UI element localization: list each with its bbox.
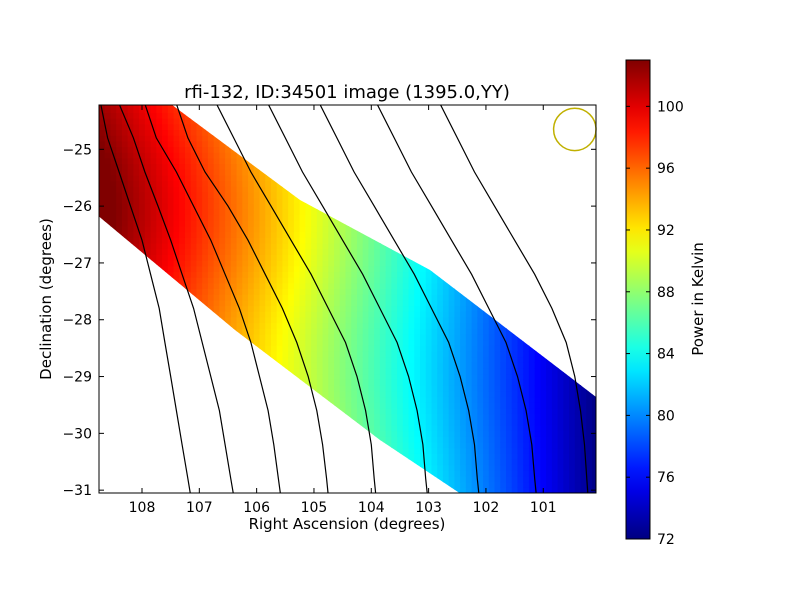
- colorbar-gradient: [625, 59, 651, 540]
- y-tick-label: −31: [62, 483, 92, 499]
- contour-lines: [100, 105, 589, 493]
- x-tick-label: 108: [129, 500, 156, 516]
- colorbar-tick-label: 76: [657, 470, 675, 486]
- x-tick-label: 106: [243, 500, 270, 516]
- colorbar-tick-label: 72: [657, 532, 675, 548]
- x-tick-label: 107: [186, 500, 213, 516]
- contour-line-1: [100, 105, 191, 493]
- colorbar-tick-label: 100: [657, 99, 684, 115]
- y-tick-label: −30: [62, 426, 92, 442]
- contour-line-7: [319, 105, 480, 493]
- colorbar-ticks: 72 76 80 84 88 92 96 100: [626, 99, 684, 548]
- y-tick-label: −25: [62, 142, 92, 158]
- colorbar-tick-label: 96: [657, 161, 675, 177]
- plot-frame: [98, 104, 597, 494]
- y-tick-label: −28: [62, 313, 92, 329]
- contour-line-6: [267, 105, 428, 493]
- colorbar-tick-label: 92: [657, 223, 675, 239]
- contour-line-3: [144, 105, 281, 493]
- contour-line-9: [439, 105, 589, 493]
- y-tick-label: −26: [62, 199, 92, 215]
- x-tick-label: 104: [358, 500, 385, 516]
- colorbar-tick-label: 80: [657, 408, 675, 424]
- x-axis-label: Right Ascension (degrees): [249, 515, 446, 533]
- colorbar-tick-label: 84: [657, 347, 675, 363]
- plot-area: 108 107 106 105 104 103 102 101 −25 −26 −27 −28 −29…: [62, 104, 597, 516]
- chart-title: rfi-132, ID:34501 image (1395.0,YY): [184, 82, 510, 103]
- colorbar-label: Power in Kelvin: [689, 242, 707, 356]
- x-tick-label: 101: [530, 500, 557, 516]
- x-tick-label: 105: [301, 500, 328, 516]
- y-tick-label: −29: [62, 370, 92, 386]
- x-axis-ticks: 108 107 106 105 104 103 102 101: [129, 105, 557, 516]
- contour-line-8: [376, 105, 537, 493]
- y-axis-ticks: −25 −26 −27 −28 −29 −30 −31: [62, 142, 596, 499]
- contour-line-2: [118, 105, 234, 493]
- x-tick-label: 103: [415, 500, 442, 516]
- colorbar-tick-label: 88: [657, 285, 675, 301]
- y-axis-label: Declination (degrees): [37, 218, 55, 380]
- contour-line-4: [176, 105, 329, 493]
- y-tick-label: −27: [62, 256, 92, 272]
- contour-line-5: [216, 105, 377, 493]
- colorbar: 72 76 80 84 88 92 96 100 Power in Kelvin: [625, 59, 707, 548]
- x-tick-label: 102: [473, 500, 500, 516]
